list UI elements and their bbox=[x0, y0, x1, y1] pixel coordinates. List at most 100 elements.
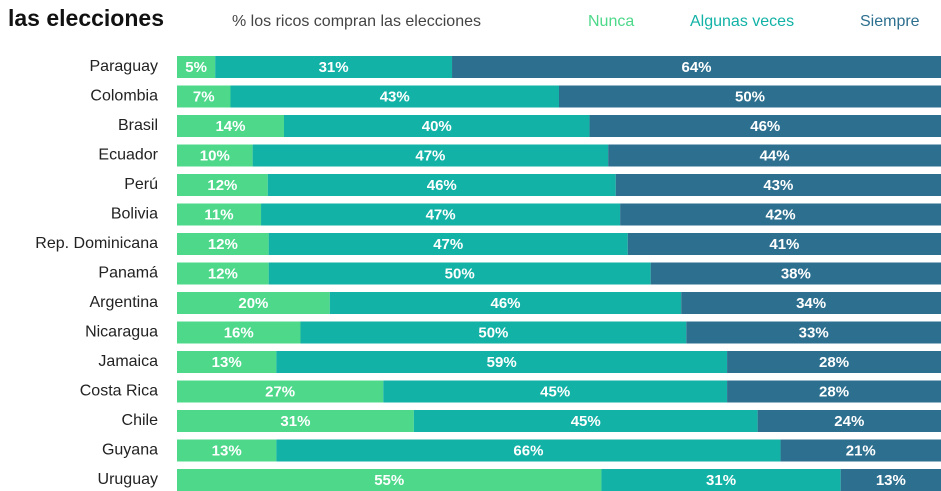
value-label: 7% bbox=[193, 88, 215, 105]
value-label: 28% bbox=[819, 354, 849, 371]
value-label: 27% bbox=[265, 383, 295, 400]
legend-label: Algunas veces bbox=[690, 13, 794, 30]
value-label: 42% bbox=[766, 206, 796, 223]
category-label: Panamá bbox=[98, 265, 158, 282]
bar-segment bbox=[215, 56, 453, 78]
bar-segment bbox=[283, 115, 590, 137]
value-label: 28% bbox=[819, 383, 849, 400]
category-label: Paraguay bbox=[90, 58, 159, 75]
chart-subtitle: % los ricos compran las elecciones bbox=[232, 13, 481, 30]
bar-segment bbox=[177, 292, 330, 314]
bar-segment bbox=[608, 144, 941, 167]
bar-segment bbox=[727, 380, 941, 403]
value-label: 41% bbox=[769, 236, 799, 253]
value-label: 10% bbox=[200, 147, 230, 164]
value-label: 45% bbox=[571, 413, 601, 430]
value-label: 13% bbox=[876, 472, 906, 489]
category-label: Guyana bbox=[102, 442, 158, 459]
value-label: 43% bbox=[380, 88, 410, 105]
category-label: Nicaragua bbox=[85, 324, 158, 341]
category-label: Jamaica bbox=[98, 353, 158, 370]
value-label: 12% bbox=[207, 177, 237, 194]
bar-segment bbox=[177, 233, 269, 255]
value-label: 55% bbox=[374, 472, 404, 489]
value-label: 24% bbox=[834, 413, 864, 430]
category-label: Rep. Dominicana bbox=[35, 235, 158, 252]
value-label: 13% bbox=[212, 442, 242, 459]
value-label: 47% bbox=[433, 236, 463, 253]
bar-segment bbox=[300, 321, 687, 344]
bar-segment bbox=[267, 174, 616, 196]
bar-segment bbox=[627, 233, 941, 255]
bar-segment bbox=[329, 292, 682, 314]
bar-segment bbox=[757, 410, 941, 432]
bar-segment bbox=[177, 144, 253, 167]
bar-segment bbox=[780, 439, 941, 462]
bar-segment bbox=[177, 469, 602, 491]
value-label: 34% bbox=[796, 295, 826, 312]
value-label: 43% bbox=[763, 177, 793, 194]
bar-segment bbox=[727, 351, 941, 373]
value-label: 31% bbox=[280, 413, 310, 430]
value-label: 64% bbox=[682, 59, 712, 76]
value-label: 12% bbox=[208, 236, 238, 253]
category-label: Bolivia bbox=[111, 206, 158, 223]
bar-segment bbox=[177, 262, 269, 285]
bar-segment bbox=[650, 262, 941, 285]
value-label: 21% bbox=[846, 442, 876, 459]
bar-segment bbox=[268, 262, 651, 285]
bar-segment bbox=[177, 439, 277, 462]
category-label: Argentina bbox=[90, 294, 159, 311]
value-label: 47% bbox=[426, 206, 456, 223]
bar-segment bbox=[252, 144, 609, 167]
value-label: 50% bbox=[445, 265, 475, 282]
bar-segment bbox=[383, 380, 728, 403]
bar-segment bbox=[177, 174, 268, 196]
category-label: Ecuador bbox=[98, 147, 158, 164]
value-label: 59% bbox=[487, 354, 517, 371]
legend-label: Nunca bbox=[588, 13, 634, 30]
bar-segment bbox=[230, 85, 560, 108]
bar-segment bbox=[261, 203, 621, 226]
bar-segment bbox=[177, 56, 216, 78]
value-label: 47% bbox=[415, 147, 445, 164]
value-label: 31% bbox=[319, 59, 349, 76]
category-label: Uruguay bbox=[98, 471, 158, 488]
bar-segment bbox=[177, 410, 414, 432]
category-label: Costa Rica bbox=[80, 383, 158, 400]
value-label: 66% bbox=[513, 442, 543, 459]
value-label: 20% bbox=[238, 295, 268, 312]
bar-segment bbox=[452, 56, 941, 78]
legend-label: Siempre bbox=[860, 13, 920, 30]
value-label: 12% bbox=[208, 265, 238, 282]
value-label: 38% bbox=[781, 265, 811, 282]
value-label: 46% bbox=[750, 118, 780, 135]
value-label: 14% bbox=[215, 118, 245, 135]
value-label: 50% bbox=[478, 324, 508, 341]
category-label: Brasil bbox=[118, 117, 158, 134]
bar-segment bbox=[276, 351, 728, 373]
value-label: 31% bbox=[706, 472, 736, 489]
bar-segment bbox=[276, 439, 781, 462]
category-label: Perú bbox=[124, 176, 158, 193]
bar-segment bbox=[615, 174, 941, 196]
value-label: 13% bbox=[212, 354, 242, 371]
bar-segment bbox=[681, 292, 941, 314]
bar-segment bbox=[559, 85, 941, 108]
bar-segment bbox=[840, 469, 941, 491]
value-label: 46% bbox=[491, 295, 521, 312]
category-label: Chile bbox=[122, 412, 159, 429]
bar-segment bbox=[413, 410, 758, 432]
bar-segment bbox=[268, 233, 628, 255]
value-label: 44% bbox=[760, 147, 790, 164]
bar-segment bbox=[601, 469, 841, 491]
bar-segment bbox=[589, 115, 941, 137]
chart-title: las elecciones bbox=[8, 5, 164, 31]
bar-segment bbox=[177, 321, 301, 344]
value-label: 46% bbox=[427, 177, 457, 194]
value-label: 11% bbox=[204, 206, 233, 223]
value-label: 50% bbox=[735, 88, 765, 105]
value-label: 45% bbox=[540, 383, 570, 400]
value-label: 16% bbox=[224, 324, 254, 341]
